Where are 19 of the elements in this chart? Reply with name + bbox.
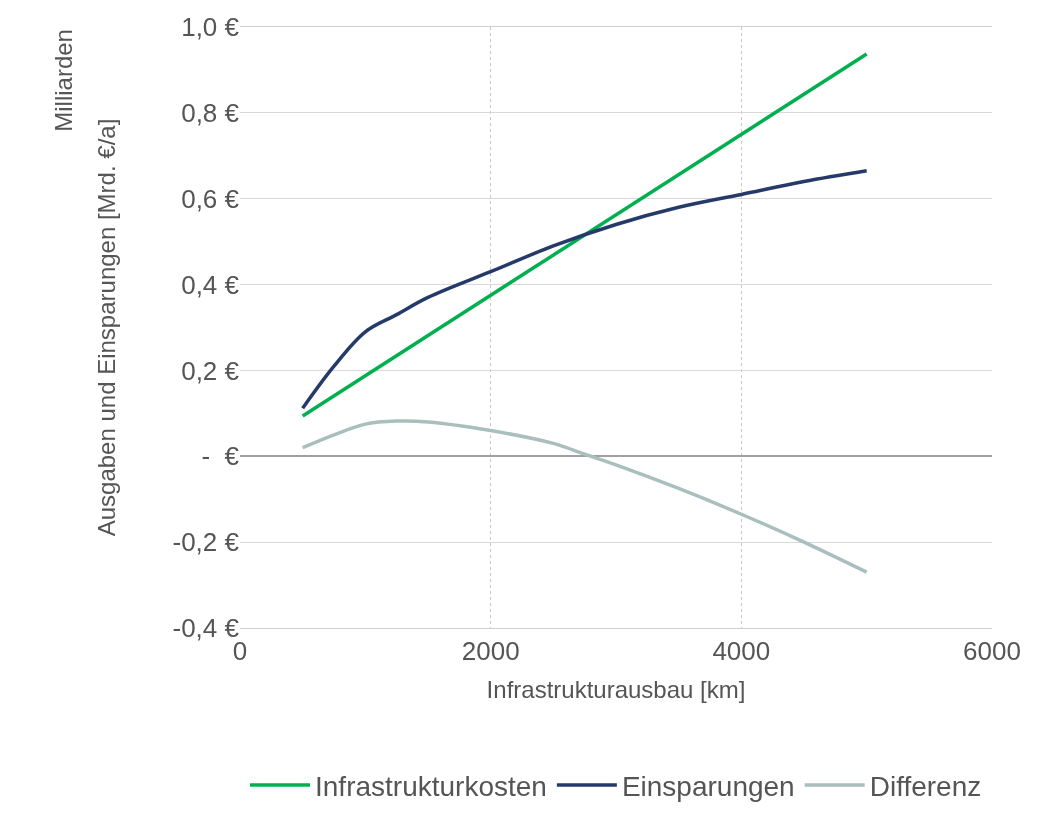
y-axis-title: Ausgaben und Einsparungen [Mrd. €/a] <box>92 118 120 537</box>
y-tick-label: 1,0 € <box>181 12 240 43</box>
x-axis-title: Infrastrukturausbau [km] <box>486 675 746 703</box>
legend-label: Einsparungen <box>621 770 795 802</box>
legend-label: Differenz <box>869 770 982 802</box>
y-tick-label: - € <box>201 441 240 472</box>
x-tick-label: 2000 <box>461 636 520 667</box>
y-tick-label: 0,6 € <box>181 183 240 214</box>
y-tick-label: 0,2 € <box>181 355 240 386</box>
y-tick-label: 0,4 € <box>181 269 240 300</box>
x-tick-label: 6000 <box>963 636 1021 667</box>
text: Milliarden <box>49 29 77 132</box>
y-tick-label: -0,2 € <box>172 527 240 558</box>
x-tick-label: 0 <box>232 636 248 667</box>
line-series <box>300 419 869 574</box>
legend-label: Infrastrukturkosten <box>315 770 547 802</box>
y-tick-label: 0,8 € <box>181 97 240 128</box>
x-tick-label: 4000 <box>712 636 771 667</box>
line-series <box>300 169 869 410</box>
